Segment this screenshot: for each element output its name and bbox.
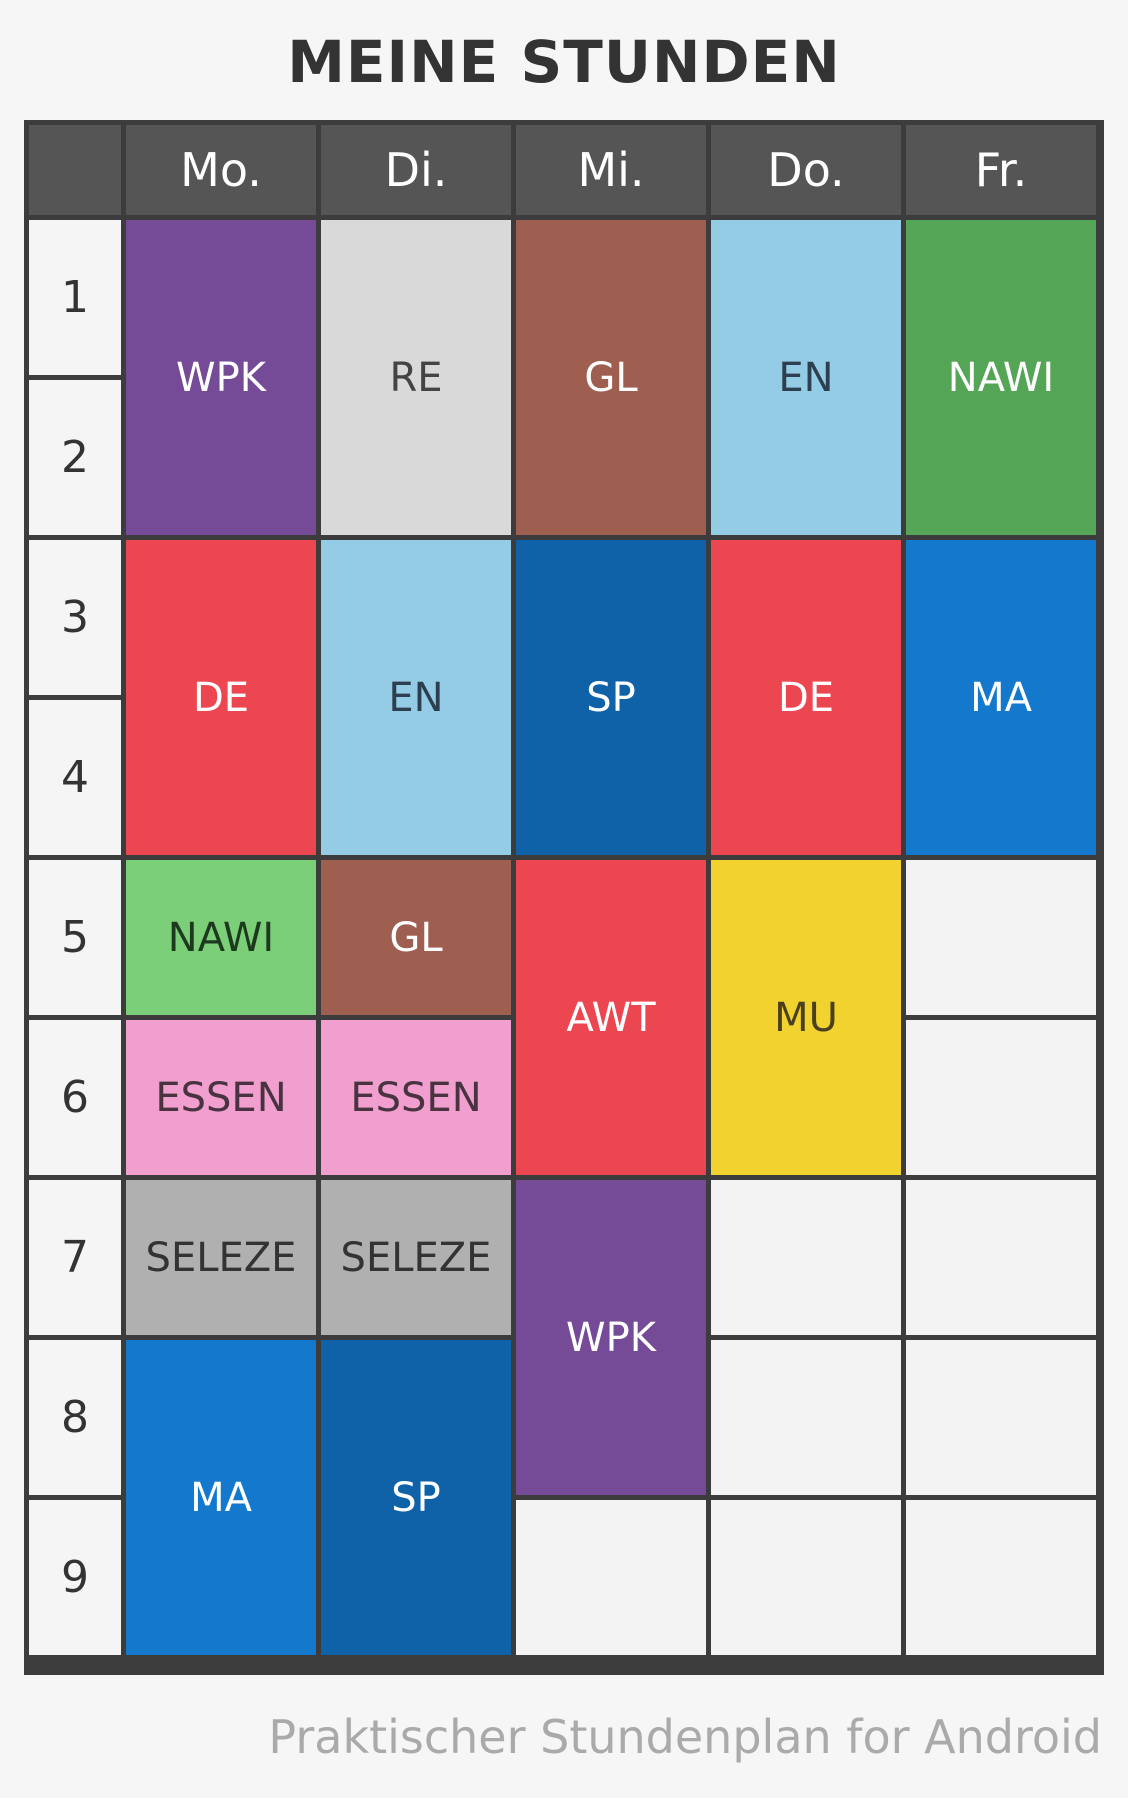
lesson-cell[interactable]: RE: [321, 220, 511, 535]
lesson-cell[interactable]: DE: [711, 540, 901, 855]
empty-slot[interactable]: [906, 1020, 1096, 1175]
day-header-1: Mo.: [126, 125, 316, 215]
page-title: MEINE STUNDEN: [287, 28, 841, 96]
lesson-cell[interactable]: EN: [321, 540, 511, 855]
lesson-cell[interactable]: WPK: [126, 220, 316, 535]
lesson-cell[interactable]: SP: [516, 540, 706, 855]
period-number-4: 4: [29, 700, 121, 855]
period-number-7: 7: [29, 1180, 121, 1335]
period-number-2: 2: [29, 380, 121, 535]
lesson-cell[interactable]: NAWI: [126, 860, 316, 1015]
empty-slot[interactable]: [906, 1500, 1096, 1655]
lesson-cell[interactable]: NAWI: [906, 220, 1096, 535]
lesson-cell[interactable]: GL: [516, 220, 706, 535]
empty-slot[interactable]: [711, 1500, 901, 1655]
lesson-cell[interactable]: ESSEN: [126, 1020, 316, 1175]
lesson-cell[interactable]: MU: [711, 860, 901, 1175]
empty-slot[interactable]: [906, 1340, 1096, 1495]
day-header-4: Do.: [711, 125, 901, 215]
lesson-cell[interactable]: DE: [126, 540, 316, 855]
lesson-cell[interactable]: SP: [321, 1340, 511, 1655]
lesson-cell[interactable]: MA: [906, 540, 1096, 855]
empty-slot[interactable]: [711, 1340, 901, 1495]
day-header-2: Di.: [321, 125, 511, 215]
lesson-cell[interactable]: AWT: [516, 860, 706, 1175]
app-credit: Praktischer Stundenplan for Android: [268, 1710, 1102, 1764]
period-number-6: 6: [29, 1020, 121, 1175]
header-corner: [29, 125, 121, 215]
period-number-9: 9: [29, 1500, 121, 1655]
period-number-1: 1: [29, 220, 121, 375]
lesson-cell[interactable]: SELEZE: [321, 1180, 511, 1335]
lesson-cell[interactable]: GL: [321, 860, 511, 1015]
empty-slot[interactable]: [906, 1180, 1096, 1335]
period-number-3: 3: [29, 540, 121, 695]
timetable-grid: Mo. Di. Mi. Do. Fr. 1 2 3 4 5 6 7 8 9 WPK RE GL EN NAWI DE E…: [24, 120, 1104, 1675]
lesson-cell[interactable]: WPK: [516, 1180, 706, 1495]
empty-slot[interactable]: [906, 860, 1096, 1015]
empty-slot[interactable]: [516, 1500, 706, 1655]
day-header-3: Mi.: [516, 125, 706, 215]
empty-slot[interactable]: [711, 1180, 901, 1335]
lesson-cell[interactable]: ESSEN: [321, 1020, 511, 1175]
period-number-5: 5: [29, 860, 121, 1015]
period-number-8: 8: [29, 1340, 121, 1495]
lesson-cell[interactable]: EN: [711, 220, 901, 535]
lesson-cell[interactable]: MA: [126, 1340, 316, 1655]
lesson-cell[interactable]: SELEZE: [126, 1180, 316, 1335]
day-header-5: Fr.: [906, 125, 1096, 215]
